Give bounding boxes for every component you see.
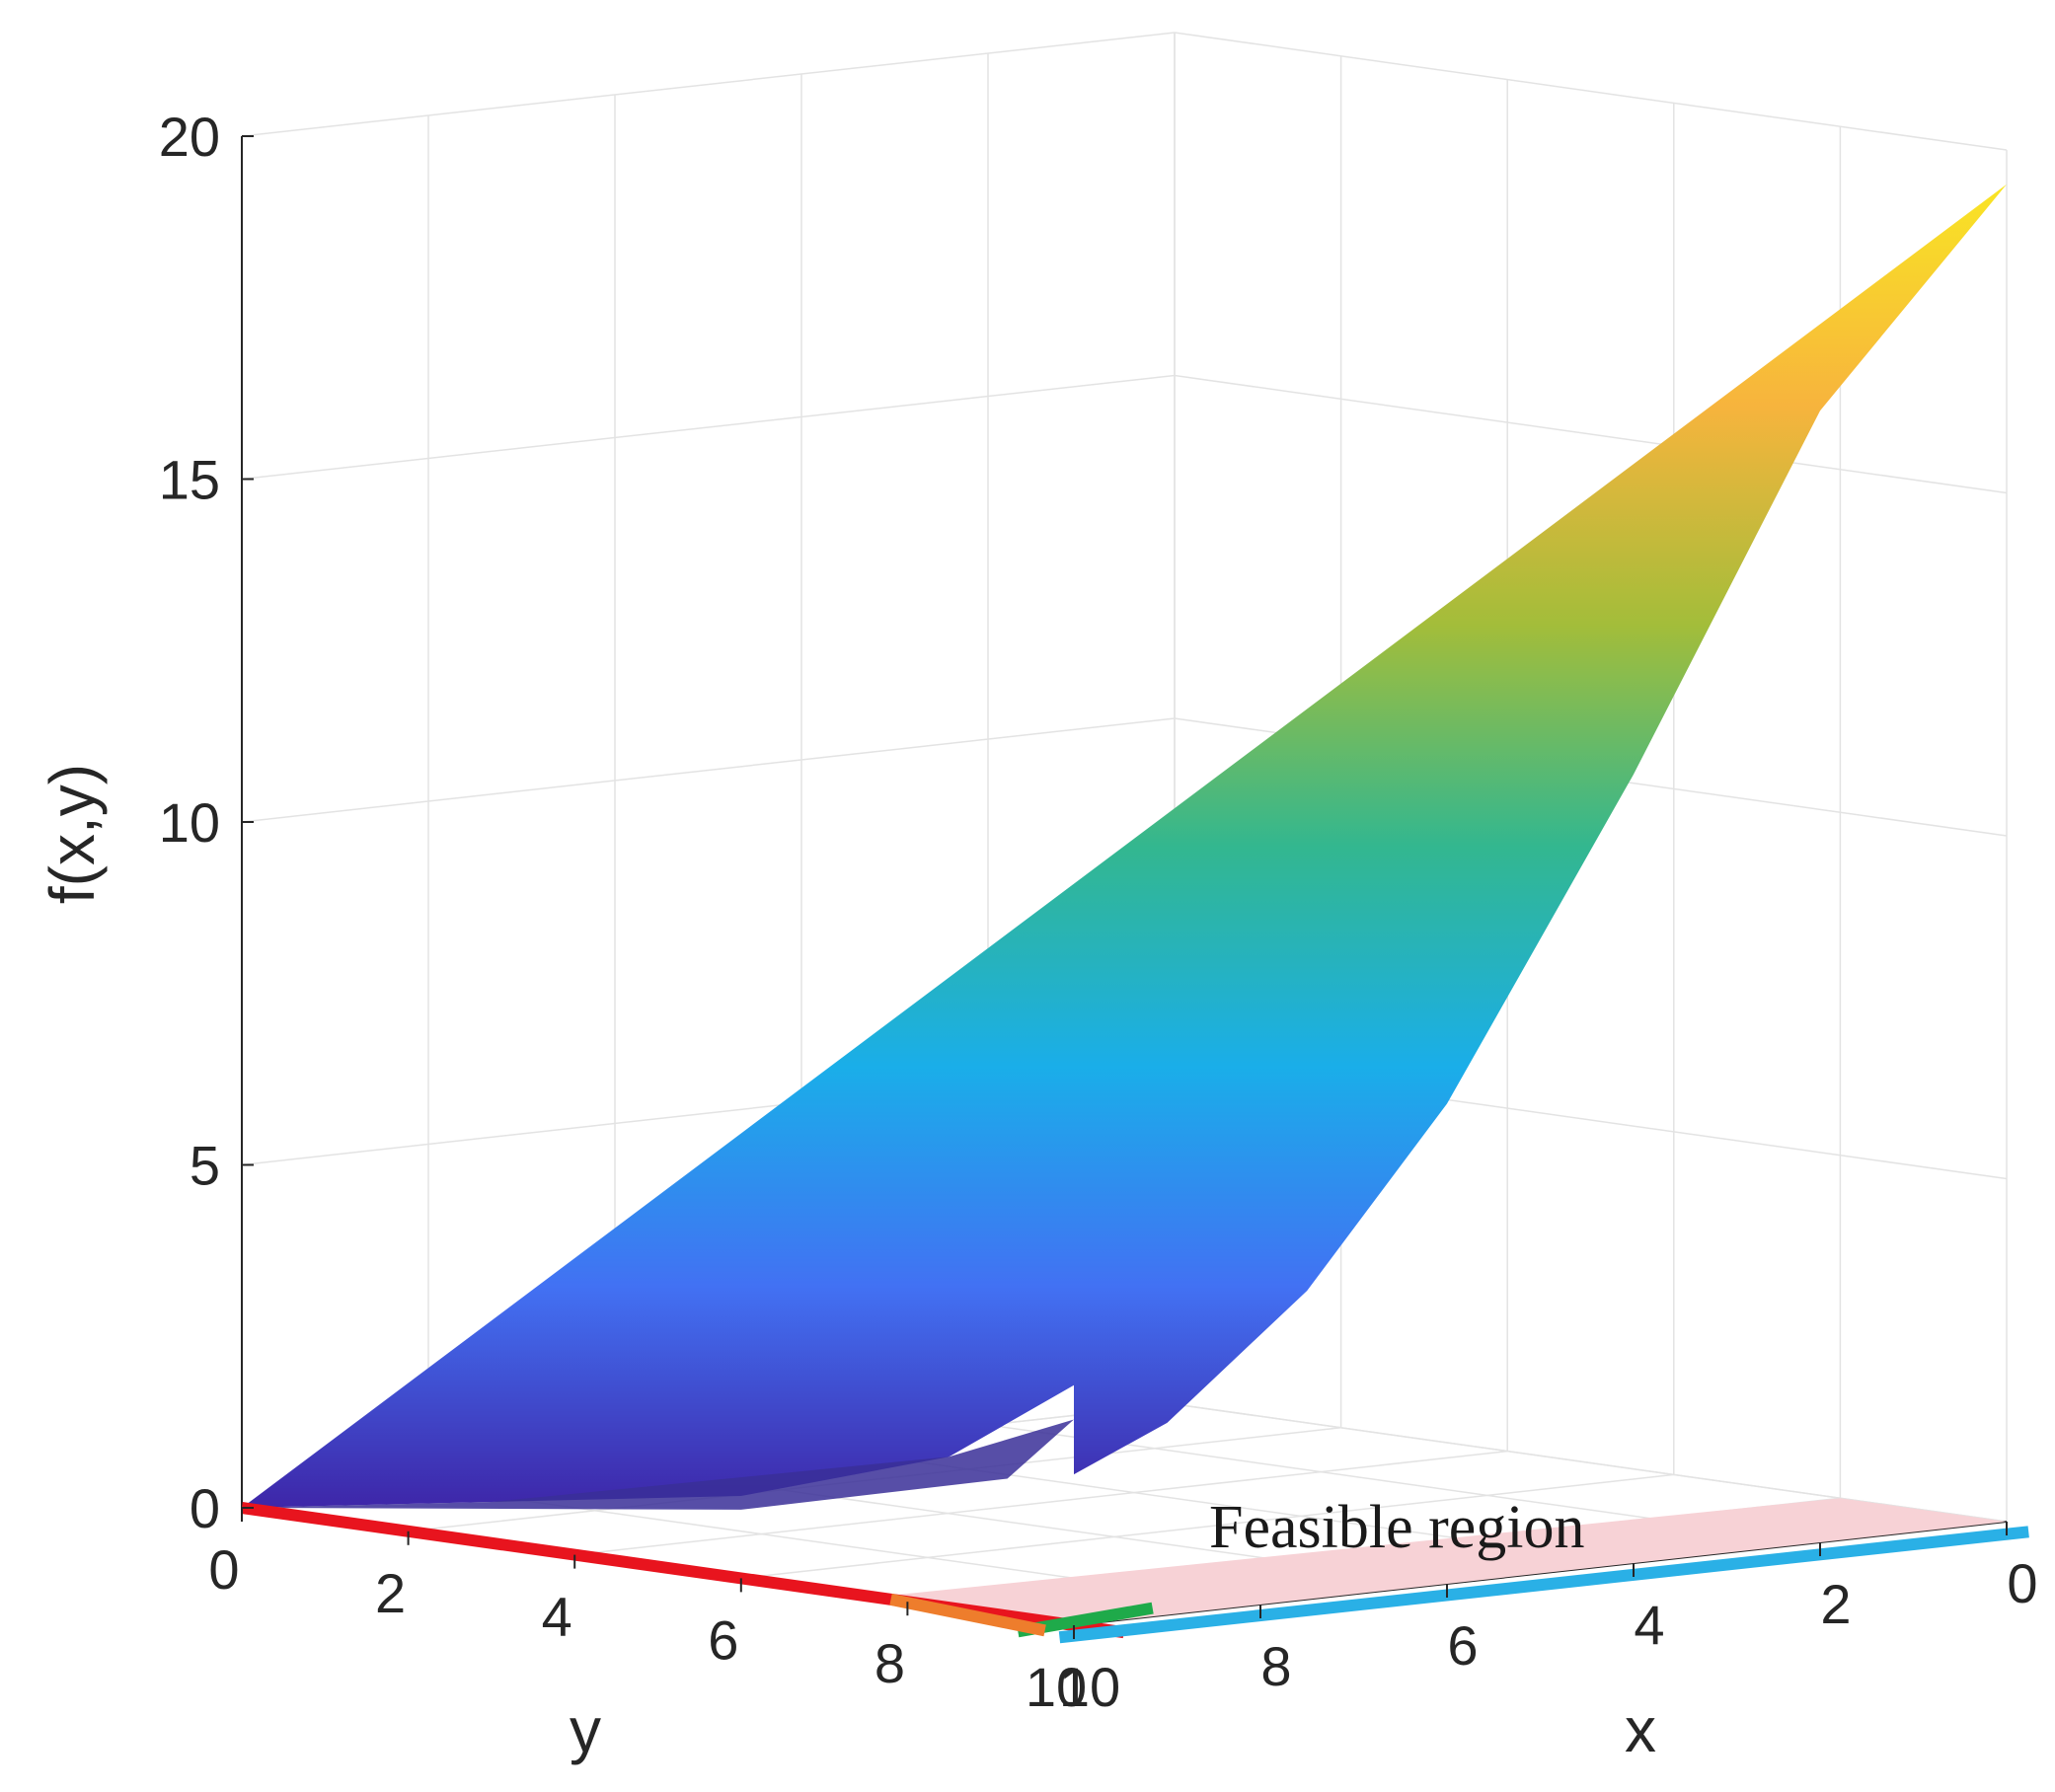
x-tick-label: 10	[1059, 1656, 1120, 1718]
z-tick-label: 20	[159, 106, 220, 168]
x-tick-label: 2	[1820, 1573, 1851, 1635]
constraint-lines-layer	[241, 1502, 2029, 1644]
y-tick-label: 6	[708, 1608, 738, 1671]
y-tick-label: 0	[208, 1538, 239, 1601]
feasible-region	[874, 1498, 2008, 1625]
feasible-region-layer	[874, 1498, 2008, 1625]
x-tick-label: 4	[1634, 1594, 1664, 1656]
x-tick-label: 6	[1447, 1614, 1478, 1677]
tick-labels-layer: 0 5 10 15 20 0 2 4 6 8 10 0 2 4 6 8 10	[159, 106, 2038, 1718]
x-tick-label: 0	[2007, 1552, 2037, 1614]
floor-grid-y	[740, 1473, 1674, 1580]
z-axis-label: f(x,y)	[37, 764, 108, 904]
z-tick-label: 15	[159, 449, 220, 511]
x-tick-label: 8	[1260, 1635, 1291, 1697]
constraint-line-4	[1058, 1526, 2029, 1644]
constraint-line-3	[889, 1593, 1046, 1637]
y-tick-label: 8	[875, 1632, 905, 1694]
y-tick-label: 10	[1026, 1656, 1087, 1718]
z-tick-label: 5	[190, 1135, 220, 1197]
z-tick-label: 10	[159, 791, 220, 854]
x-axis-label: x	[1625, 1694, 1656, 1765]
surface-layer	[242, 184, 2007, 1510]
grid-line-z	[241, 717, 2008, 837]
surface-sheet	[242, 184, 2007, 1508]
floor-grid-y	[574, 1450, 1508, 1556]
y-tick-label: 2	[375, 1562, 406, 1624]
y-axis-label: y	[570, 1694, 601, 1765]
grid-line-z	[241, 32, 2008, 151]
z-tick-label: 0	[190, 1477, 220, 1539]
feasible-region-label: Feasible region	[1209, 1494, 1585, 1561]
y-tick-label: 4	[542, 1586, 572, 1648]
surface-underside	[242, 1419, 1074, 1510]
